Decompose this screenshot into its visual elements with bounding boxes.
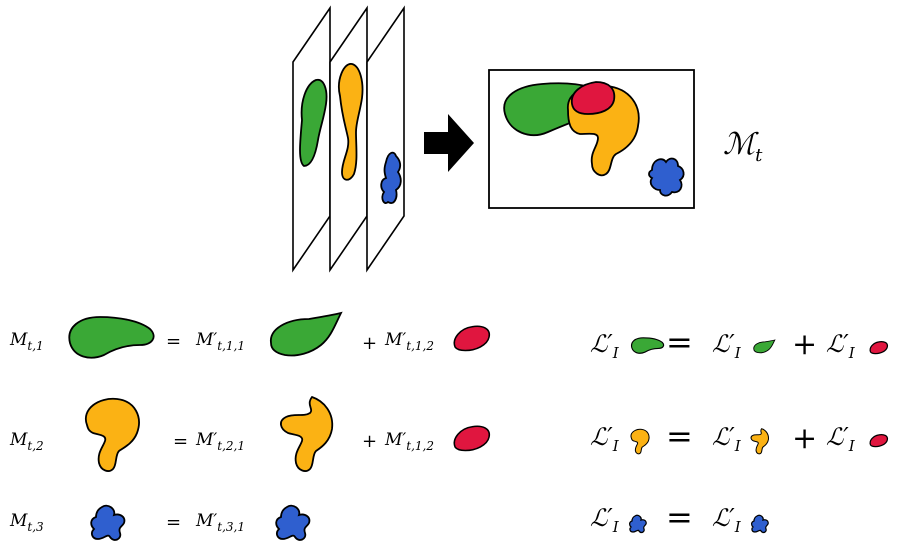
mask-eq-1-rhs1: M′t,1,1 [195, 330, 245, 353]
mask-eq-2-rhs2: M′t,1,2 [384, 430, 434, 453]
mask-eq-1-green-part-shape [269, 312, 342, 357]
composite-blue-shape [648, 157, 685, 197]
loss-eq-2-lhs: ℒ′I [590, 423, 620, 455]
mask-eq-3-rhs1: M′t,3,1 [195, 511, 245, 534]
loss-eq-3-equals: = [666, 498, 693, 536]
loss-eq-2-red-icon [869, 434, 889, 448]
loss-eq-2-term2: ℒ′I [826, 423, 856, 455]
loss-equation-1: ℒ′I = ℒ′I + ℒ′I [590, 323, 889, 362]
svg-text:ℳt: ℳt [723, 127, 763, 166]
frame-3-blue-shape [380, 151, 402, 204]
loss-eq-1-term1: ℒ′I [712, 330, 742, 362]
composite-symbol: ℳ [723, 127, 759, 162]
loss-eq-3-lhs: ℒ′I [590, 504, 620, 536]
mask-eq-2-equals: = [173, 431, 188, 452]
loss-eq-2-plus: + [792, 421, 817, 456]
loss-eq-2-yellow-full-icon [630, 428, 650, 455]
right-arrow-icon [424, 114, 474, 172]
loss-equation-3: ℒ′I = ℒ′I [590, 498, 769, 536]
loss-eq-1-plus: + [792, 327, 817, 362]
mask-eq-1-green-full-shape [68, 316, 155, 359]
mask-eq-1-lhs: Mt,1 [9, 330, 44, 353]
mask-equation-2: Mt,2 = M′t,2,1 + M′t,1,2 [9, 396, 491, 472]
loss-equation-2: ℒ′I = ℒ′I + ℒ′I [590, 417, 889, 456]
mask-eq-2-red-shape [453, 425, 491, 452]
composite-red-shape [570, 81, 616, 115]
mask-eq-2-yellow-full-shape [84, 397, 140, 472]
composite-mask-box [488, 69, 695, 209]
mask-eq-2-lhs: Mt,2 [9, 430, 44, 453]
composite-subscript: t [755, 145, 763, 166]
composite-mask-label: ℳt [723, 127, 763, 166]
loss-eq-2-term1: ℒ′I [712, 423, 742, 455]
mask-eq-2-rhs1: M′t,2,1 [195, 430, 245, 453]
frame-1 [292, 5, 331, 273]
mask-eq-1-equals: = [166, 331, 181, 352]
loss-eq-1-equals: = [666, 323, 693, 361]
frame-1-green-shape [299, 78, 328, 167]
frame-2 [329, 5, 368, 273]
loss-eq-2-yellow-part-icon [750, 428, 769, 455]
mask-eq-3-lhs: Mt,3 [9, 511, 44, 534]
loss-eq-3-blue-part-icon [750, 514, 769, 534]
mask-eq-3-blue-part-shape [275, 504, 311, 541]
mask-equation-1: Mt,1 = M′t,1,1 + M′t,1,2 [9, 312, 491, 359]
loss-eq-1-lhs: ℒ′I [590, 330, 620, 362]
loss-eq-2-equals: = [666, 417, 693, 455]
mask-eq-3-equals: = [166, 512, 181, 533]
mask-equation-3: Mt,3 = M′t,3,1 [9, 504, 311, 541]
loss-eq-3-blue-icon [628, 514, 647, 534]
mask-eq-1-rhs2: M′t,1,2 [384, 330, 434, 353]
loss-eq-1-term2: ℒ′I [826, 330, 856, 362]
mask-eq-2-plus: + [362, 431, 377, 452]
loss-eq-1-red-icon [869, 341, 889, 355]
mask-eq-1-red-shape [453, 325, 491, 352]
mask-eq-1-plus: + [362, 333, 377, 354]
frame-3 [366, 5, 405, 273]
loss-eq-1-green-full-icon [630, 337, 665, 354]
loss-eq-1-green-part-icon [753, 339, 776, 354]
mask-eq-3-blue-shape [90, 504, 126, 541]
frame-stack [292, 5, 405, 273]
mask-eq-2-yellow-part-shape [280, 396, 334, 472]
frame-2-yellow-shape [338, 63, 364, 181]
loss-eq-3-term1: ℒ′I [712, 504, 742, 536]
